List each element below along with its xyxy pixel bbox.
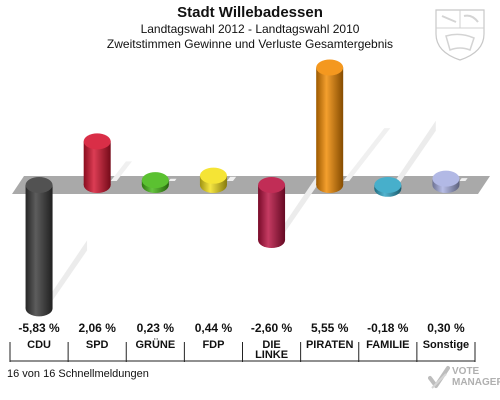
category-label: DIE LINKE xyxy=(255,339,288,361)
bar-spd xyxy=(83,133,132,193)
category-axis xyxy=(9,342,476,362)
value-label: 0,30 % xyxy=(427,321,465,335)
value-label: 0,44 % xyxy=(195,321,233,335)
value-label: -0,18 % xyxy=(367,321,409,335)
category-label: PIRATEN xyxy=(306,339,354,351)
category-label: GRÜNE xyxy=(135,338,175,351)
chart-header: Stadt Willebadessen Landtagswahl 2012 - … xyxy=(0,4,500,52)
bar-die-linke xyxy=(258,172,320,249)
bar-cdu xyxy=(25,177,88,317)
value-label: 2,06 % xyxy=(79,321,117,335)
chart-description: Zweitstimmen Gewinne und Verluste Gesamt… xyxy=(106,37,394,51)
vote-manager-logo: VOTE MANAGER xyxy=(452,366,500,388)
value-label: -5,83 % xyxy=(18,321,60,335)
bar-grüne xyxy=(141,172,177,193)
bar-familie xyxy=(374,120,436,197)
chart-title: Stadt Willebadessen xyxy=(177,4,323,21)
bar-sonstige xyxy=(432,170,468,193)
brand-line-2: MANAGER xyxy=(452,377,500,388)
category-label: CDU xyxy=(27,339,51,351)
category-label: FAMILIE xyxy=(366,339,409,351)
bar-fdp xyxy=(199,167,237,193)
category-label: Sonstige xyxy=(423,339,469,351)
value-label: -2,60 % xyxy=(251,321,293,335)
bar-piraten xyxy=(316,59,391,193)
status-text: 16 von 16 Schnellmeldungen xyxy=(7,368,149,380)
vote-manager-logo-icon xyxy=(428,366,450,389)
chart-subtitle: Landtagswahl 2012 - Landtagswahl 2010 xyxy=(140,22,360,36)
value-label: 0,23 % xyxy=(137,321,175,335)
value-label: 5,55 % xyxy=(311,321,349,335)
category-label: SPD xyxy=(86,339,109,351)
coat-of-arms-icon xyxy=(435,9,485,61)
category-label: FDP xyxy=(202,339,224,351)
brand-line-1: VOTE xyxy=(452,366,480,377)
